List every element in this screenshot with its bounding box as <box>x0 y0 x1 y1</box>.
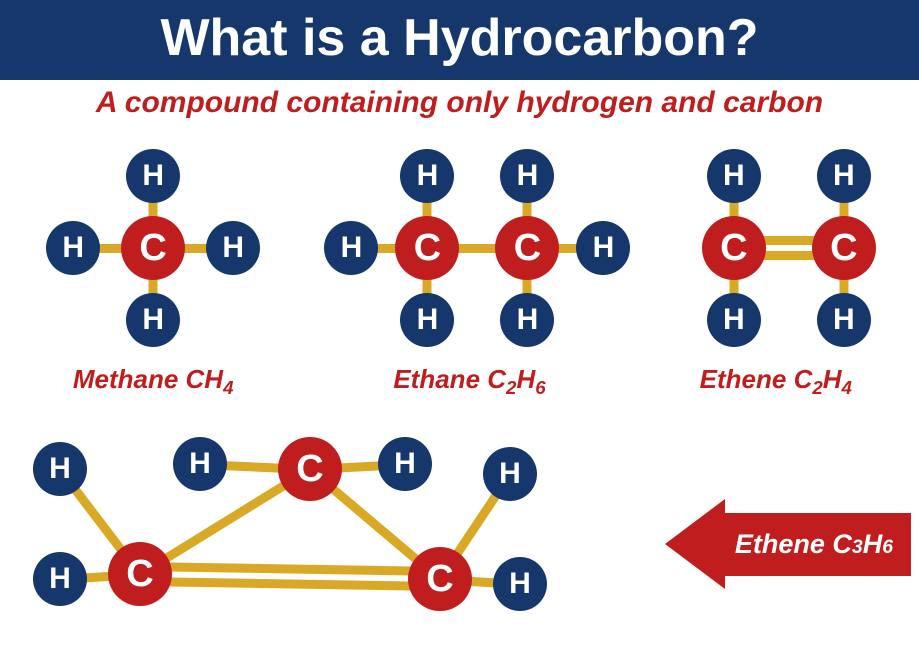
molecule-canvas: CCH H H H <box>656 138 896 358</box>
molecule-caption: Ethane C2H6 <box>393 364 545 399</box>
carbon-atom: C <box>108 542 172 606</box>
subtitle-text: A compound containing only hydrogen and … <box>0 86 919 120</box>
bond <box>140 562 440 576</box>
hydrogen-atom: H <box>126 293 180 347</box>
hydrogen-atom: H <box>576 221 630 275</box>
hydrogen-atom: H <box>46 221 100 275</box>
hydrogen-atom: H <box>500 149 554 203</box>
hydrogen-atom: H <box>400 293 454 347</box>
carbon-atom: C <box>408 547 472 611</box>
bottom-area: CCCHHHHHH Ethene C3H6 <box>0 409 919 629</box>
hydrogen-atom: H <box>173 437 227 491</box>
carbon-atom: C <box>278 437 342 501</box>
carbon-atom: C <box>702 216 766 280</box>
molecule-canvas: CCHHHHHH <box>309 138 629 358</box>
bond <box>140 577 440 591</box>
hydrogen-atom: H <box>817 149 871 203</box>
top-molecule-row: CHHHHMethane CH4CCHHHHHHEthane C2H6CCHHH… <box>0 138 919 399</box>
molecule-caption: Methane CH4 <box>73 364 234 399</box>
hydrogen-atom: H <box>324 221 378 275</box>
molecule-canvas: CHHHH <box>23 138 283 358</box>
hydrogen-atom: H <box>33 442 87 496</box>
hydrogen-atom: H <box>817 293 871 347</box>
hydrogen-atom: H <box>126 149 180 203</box>
hydrogen-atom: H <box>483 447 537 501</box>
title-banner: What is a Hydrocarbon? <box>0 0 919 80</box>
molecule-caption: Ethene C2H4 <box>700 364 852 399</box>
arrow-head-icon <box>665 499 725 589</box>
bottom-molecule: CCCHHHHHH <box>10 409 630 619</box>
hydrogen-atom: H <box>378 437 432 491</box>
arrow-callout: Ethene C3H6 <box>665 499 911 589</box>
hydrogen-atom: H <box>206 221 260 275</box>
molecule-canvas: CCCHHHHHH <box>10 409 630 619</box>
hydrogen-atom: H <box>400 149 454 203</box>
hydrogen-atom: H <box>33 552 87 606</box>
title-text: What is a Hydrocarbon? <box>160 9 758 67</box>
hydrogen-atom: H <box>493 557 547 611</box>
hydrogen-atom: H <box>707 149 761 203</box>
carbon-atom: C <box>495 216 559 280</box>
arrow-label: Ethene C3H6 <box>725 513 911 576</box>
carbon-atom: C <box>812 216 876 280</box>
hydrogen-atom: H <box>500 293 554 347</box>
carbon-atom: C <box>121 216 185 280</box>
hydrogen-atom: H <box>707 293 761 347</box>
carbon-atom: C <box>395 216 459 280</box>
